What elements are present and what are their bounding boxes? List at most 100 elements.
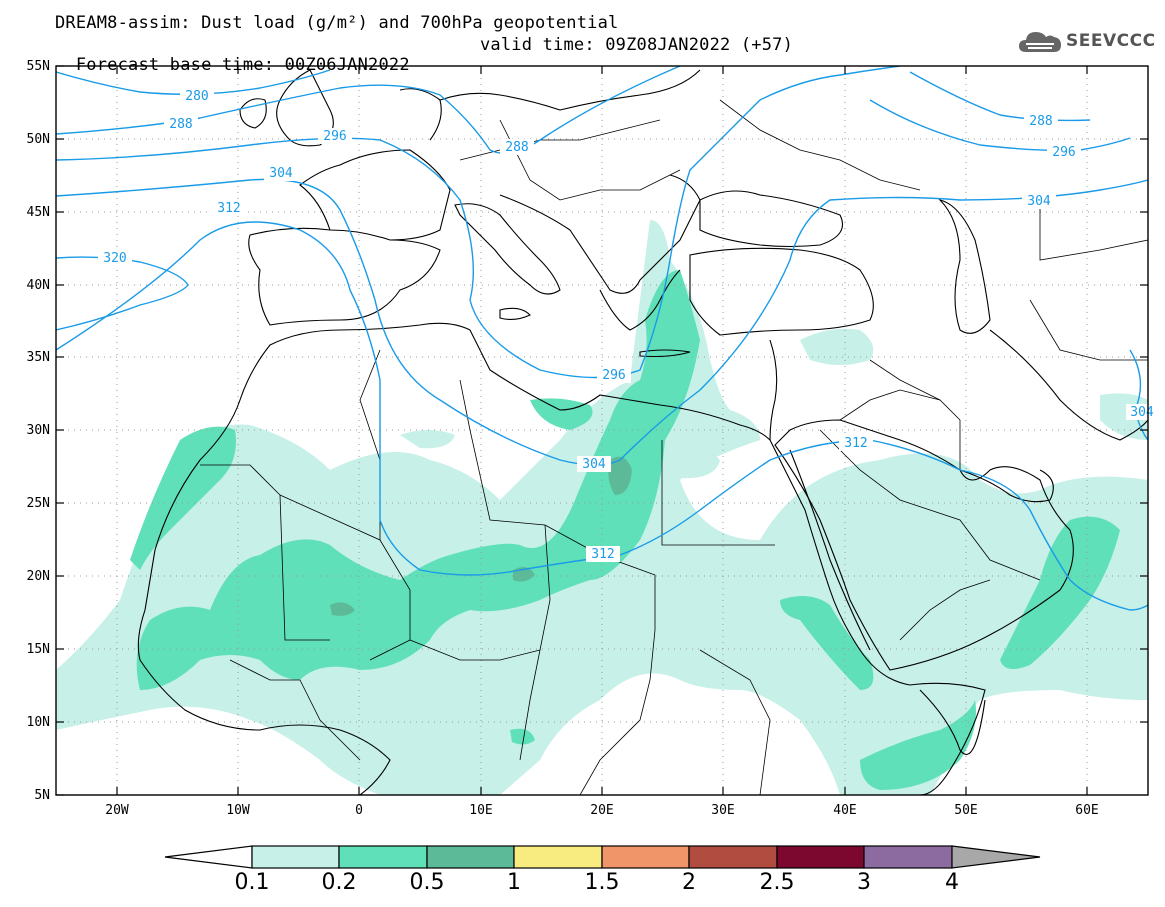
coastline-iberia: [248, 227, 441, 326]
contour-label: 312: [217, 201, 240, 216]
border: [839, 389, 941, 421]
dust-area-medium: [530, 398, 593, 430]
contour-label: 304: [1130, 405, 1154, 420]
border: [409, 639, 541, 661]
valid-time-label: valid time: 09Z08JAN2022 (+57): [480, 35, 794, 55]
map-subtitle: Forecast base time: 00Z06JAN2022 valid t…: [55, 35, 793, 95]
colorbar-label: 0.1: [234, 870, 270, 895]
lat-label: 40N: [27, 278, 50, 293]
colorbar-swatch: [513, 845, 603, 869]
colorbar-label: 2.5: [759, 870, 795, 895]
lat-label: 50N: [27, 132, 50, 147]
border: [899, 579, 991, 641]
lat-label: 15N: [27, 642, 50, 657]
contour-label: 288: [1029, 114, 1052, 129]
border: [699, 649, 771, 795]
colorbar-high-arrow: [951, 845, 1041, 869]
colorbar-label: 2: [682, 870, 696, 895]
graticule: [56, 66, 1148, 795]
axis-ticks: [56, 65, 1148, 796]
map-title: DREAM8-assim: Dust load (g/m²) and 700hP…: [55, 13, 619, 33]
colorbar-swatch: [426, 845, 515, 869]
contour-320: [56, 256, 189, 331]
colorbar-label: 1.5: [584, 870, 620, 895]
border: [279, 494, 411, 661]
coastlines: [137, 69, 1148, 795]
coastline-crete: [639, 349, 691, 358]
country-borders: [200, 99, 1148, 795]
lat-label: 5N: [34, 788, 50, 803]
contour-label: 304: [1027, 194, 1051, 209]
contour-label: 312: [591, 547, 614, 562]
lon-label: 20E: [590, 803, 613, 818]
dust-field-layer: [56, 220, 1148, 795]
contour-label: 304: [582, 457, 606, 472]
coastline-north-sea: [399, 88, 442, 141]
dust-area-light: [800, 328, 874, 365]
border: [719, 99, 921, 191]
lon-label: 60E: [1075, 803, 1098, 818]
coastline-black-sea: [699, 190, 844, 248]
colorbar-swatch: [863, 845, 953, 869]
coastline-horn: [919, 689, 986, 755]
colorbar-label: 0.5: [409, 870, 445, 895]
colorbar-label: 3: [857, 870, 871, 895]
border: [299, 679, 361, 761]
lon-label: 20W: [105, 803, 129, 818]
contour-296-east: [869, 99, 1131, 152]
dust-area-medium: [860, 700, 976, 790]
border: [459, 379, 546, 526]
dust-area-light: [660, 446, 720, 479]
border: [579, 679, 651, 795]
logo-text: SEEVCCC: [1066, 31, 1156, 51]
contour-label: 312: [844, 436, 867, 451]
colorbar-swatch: [688, 845, 778, 869]
border: [544, 524, 656, 681]
contour-label: 296: [323, 129, 346, 144]
coastline-italy: [454, 203, 561, 295]
coastline-france: [299, 149, 451, 241]
coastline-scandinavia-baltic: [439, 69, 701, 111]
contour-label: 296: [602, 368, 625, 383]
colorbar-low-arrow: [164, 845, 253, 869]
dust-area-medium: [1000, 516, 1120, 669]
coastline-sicily: [499, 307, 531, 321]
contour-label: 288: [505, 140, 528, 155]
coastline-africa-west: [137, 549, 391, 795]
dust-area-medium: [130, 426, 236, 570]
lat-label: 45N: [27, 205, 50, 220]
colorbar-swatch: [601, 845, 690, 869]
border: [459, 119, 661, 161]
border: [1039, 200, 1148, 261]
contour-label: 320: [103, 251, 126, 266]
colorbar-swatch: [251, 845, 340, 869]
colorbar-label: 0.2: [321, 870, 357, 895]
dust-area-medium: [780, 596, 874, 690]
lon-label: 30E: [711, 803, 734, 818]
border: [499, 119, 681, 201]
coastline-greece: [599, 269, 681, 331]
lon-labels: 20W 10W 0 10E 20E 30E 40E 50E 60E: [105, 803, 1098, 818]
border: [1029, 299, 1148, 361]
border: [661, 440, 775, 546]
contour-312: [56, 221, 1148, 611]
lon-label: 10W: [226, 803, 250, 818]
coastline-africa: [154, 322, 986, 795]
border: [229, 659, 300, 681]
seevccc-logo: SEEVCCC: [1018, 26, 1156, 56]
coastline-levant: [769, 339, 778, 441]
lon-label: 10E: [469, 803, 492, 818]
coastline-caspian: [938, 198, 991, 334]
coastline-iran: [989, 329, 1148, 441]
contour-label: 304: [269, 166, 293, 181]
coastline-britain: [276, 69, 334, 147]
lon-label: 40E: [833, 803, 856, 818]
lat-label: 20N: [27, 569, 50, 584]
lat-label: 10N: [27, 715, 50, 730]
contour-labels: 280 288 296 304 312 320 296 288 304 288 …: [98, 88, 1154, 562]
colorbar: [164, 845, 1041, 869]
dust-area-dark: [330, 602, 355, 616]
border: [869, 359, 961, 470]
colorbar-swatch: [776, 845, 865, 869]
